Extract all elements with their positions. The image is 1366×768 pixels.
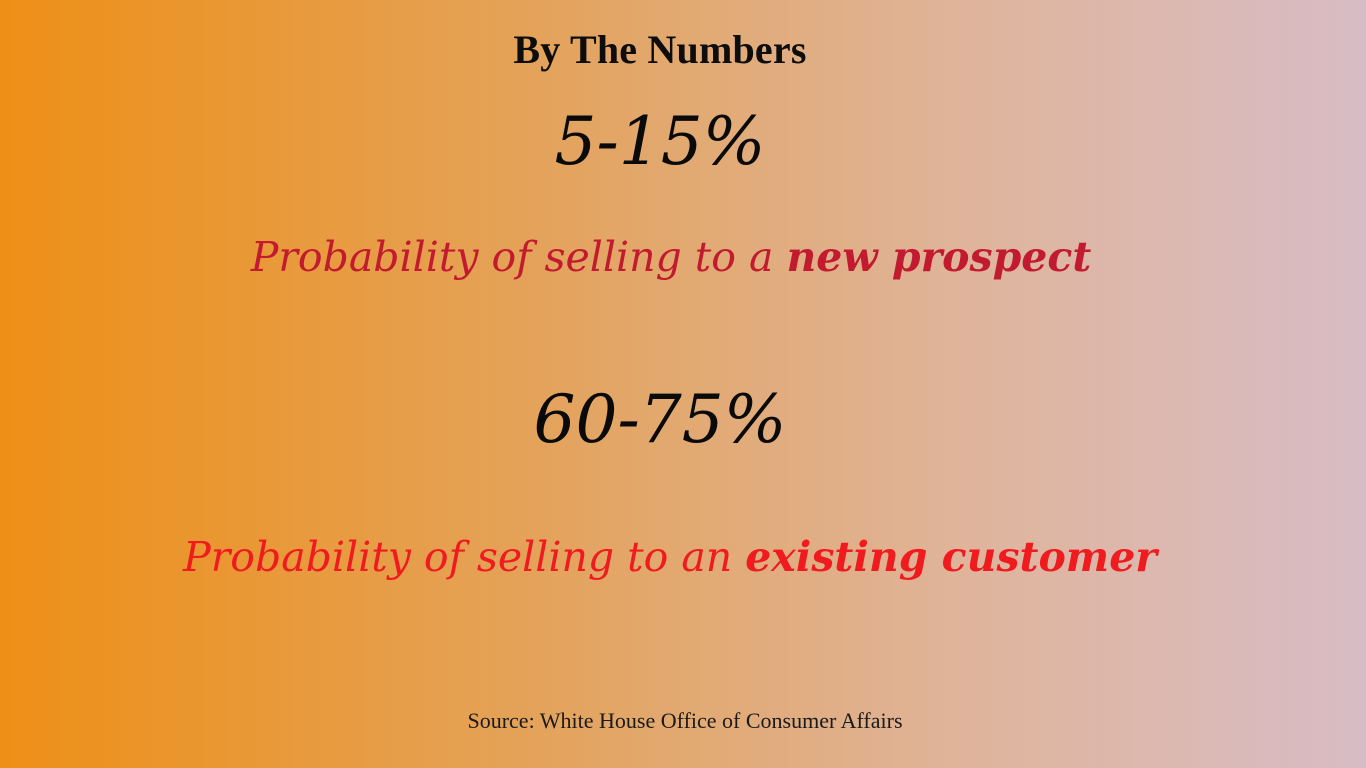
stat-caption-existing-customer: Probability of selling to an existing cu… (0, 531, 1353, 583)
caption-text: Probability of selling to an (183, 533, 746, 581)
stat-value-new-prospect: 5-15% (554, 103, 766, 180)
stat-value-existing-customer: 60-75% (533, 381, 787, 458)
slide-title: By The Numbers (513, 27, 807, 72)
caption-emphasis: new prospect (786, 233, 1092, 281)
stat-caption-new-prospect: Probability of selling to a new prospect (0, 231, 1354, 283)
source-citation: Source: White House Office of Consumer A… (467, 708, 903, 733)
caption-emphasis: existing customer (745, 533, 1157, 581)
caption-text: Probability of selling to a (250, 233, 787, 281)
